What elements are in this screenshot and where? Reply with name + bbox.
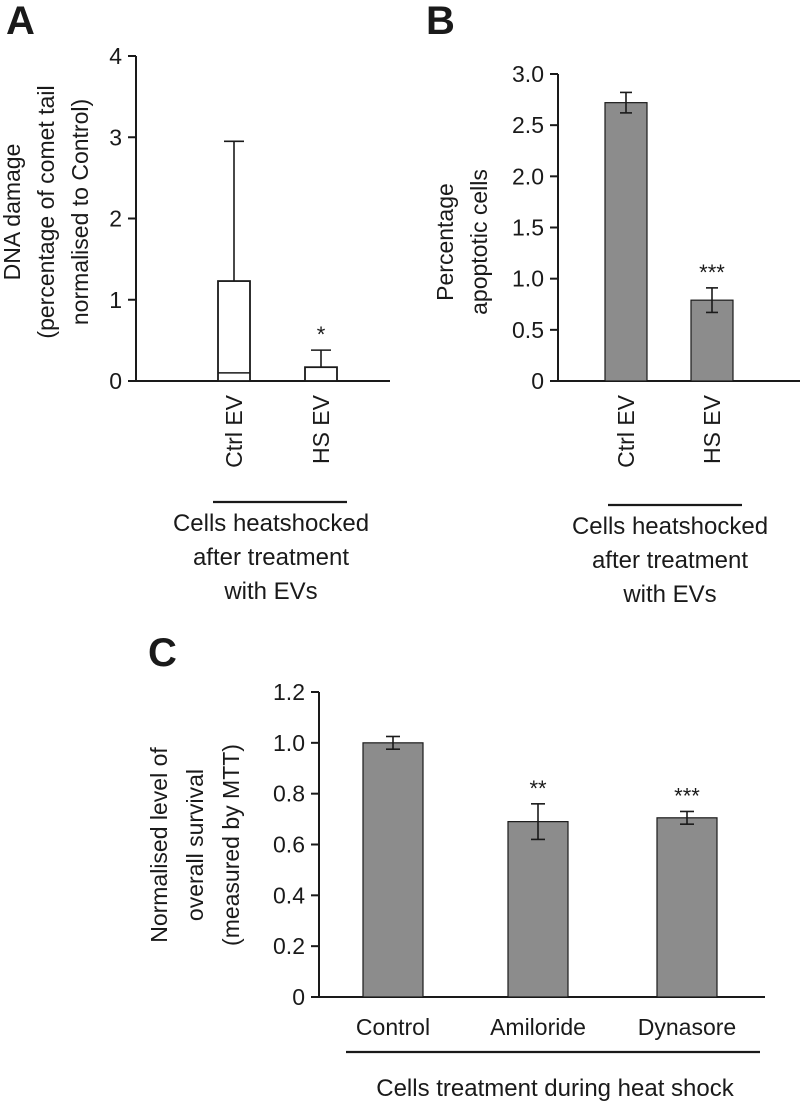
bar — [690, 299, 734, 382]
y-tick-label: 0.6 — [273, 832, 305, 858]
category-group-label: Cells treatment during heat shock — [376, 1075, 735, 1102]
y-tick-label: 0 — [531, 368, 544, 394]
category-label: Dynasore — [638, 1014, 736, 1040]
category-label: HS EV — [699, 394, 725, 464]
significance-label: * — [317, 322, 326, 347]
y-tick-label: 0.2 — [273, 933, 305, 959]
y-tick-label: 1.2 — [273, 679, 305, 705]
y-axis-label: (measured by MTT) — [218, 744, 244, 946]
panel-b-letter: B — [426, 0, 455, 43]
bar — [362, 742, 424, 998]
category-group-label: with EVs — [223, 578, 317, 605]
panel-a-letter: A — [6, 0, 35, 43]
y-tick-label: 3 — [109, 124, 122, 150]
y-tick-label: 0.8 — [273, 781, 305, 807]
category-label: Ctrl EV — [221, 394, 247, 468]
category-group-label: after treatment — [193, 544, 349, 571]
y-tick-label: 4 — [109, 43, 122, 69]
y-tick-label: 1 — [109, 287, 122, 313]
panel-c-letter: C — [148, 631, 177, 675]
y-tick-label: 1.0 — [512, 266, 544, 292]
bar — [604, 102, 648, 382]
y-tick-label: 0 — [292, 984, 305, 1010]
significance-label: *** — [699, 260, 725, 285]
y-axis-label: overall survival — [182, 769, 208, 921]
y-tick-label: 0.5 — [512, 317, 544, 343]
significance-label: ** — [529, 776, 547, 801]
y-tick-label: 3.0 — [512, 61, 544, 87]
panel-a-chart: 0 1 2 3 4 DNA damage (percentage of comet tail… — [0, 43, 390, 605]
y-tick-label: 2 — [109, 206, 122, 232]
panel-b-chart: 0 0.5 1.0 1.5 2.0 2.5 3.0 Percentage apoptotic c… — [432, 61, 800, 608]
category-label: Amiloride — [490, 1014, 586, 1040]
bar — [656, 817, 718, 998]
category-label: HS EV — [308, 394, 334, 464]
category-group-label: Cells heatshocked — [572, 513, 768, 540]
category-label: Ctrl EV — [613, 394, 639, 468]
significance-label: *** — [674, 783, 700, 808]
y-tick-label: 1.0 — [273, 730, 305, 756]
category-group-label: Cells heatshocked — [173, 510, 369, 537]
bar — [507, 821, 569, 998]
y-axis-label: Percentage — [432, 183, 458, 301]
y-axis-label: (percentage of comet tail — [33, 85, 59, 338]
box-iqr — [304, 366, 338, 382]
category-group-label: with EVs — [622, 581, 716, 608]
y-axis-label: Normalised level of — [146, 747, 172, 943]
y-axis-label: apoptotic cells — [466, 169, 492, 315]
y-axis-label: DNA damage — [0, 144, 25, 281]
y-tick-label: 0.4 — [273, 882, 305, 908]
panel-c-chart: 0 0.2 0.4 0.6 0.8 1.0 1.2 Normalised level of ov… — [146, 679, 765, 1102]
y-tick-label: 1.5 — [512, 215, 544, 241]
y-tick-label: 2.5 — [512, 112, 544, 138]
y-tick-label: 2.0 — [512, 163, 544, 189]
y-tick-label: 0 — [109, 368, 122, 394]
category-group-label: after treatment — [592, 547, 748, 574]
category-label: Control — [356, 1014, 430, 1040]
y-axis-label: normalised to Control) — [67, 99, 93, 325]
box-iqr — [217, 280, 251, 382]
